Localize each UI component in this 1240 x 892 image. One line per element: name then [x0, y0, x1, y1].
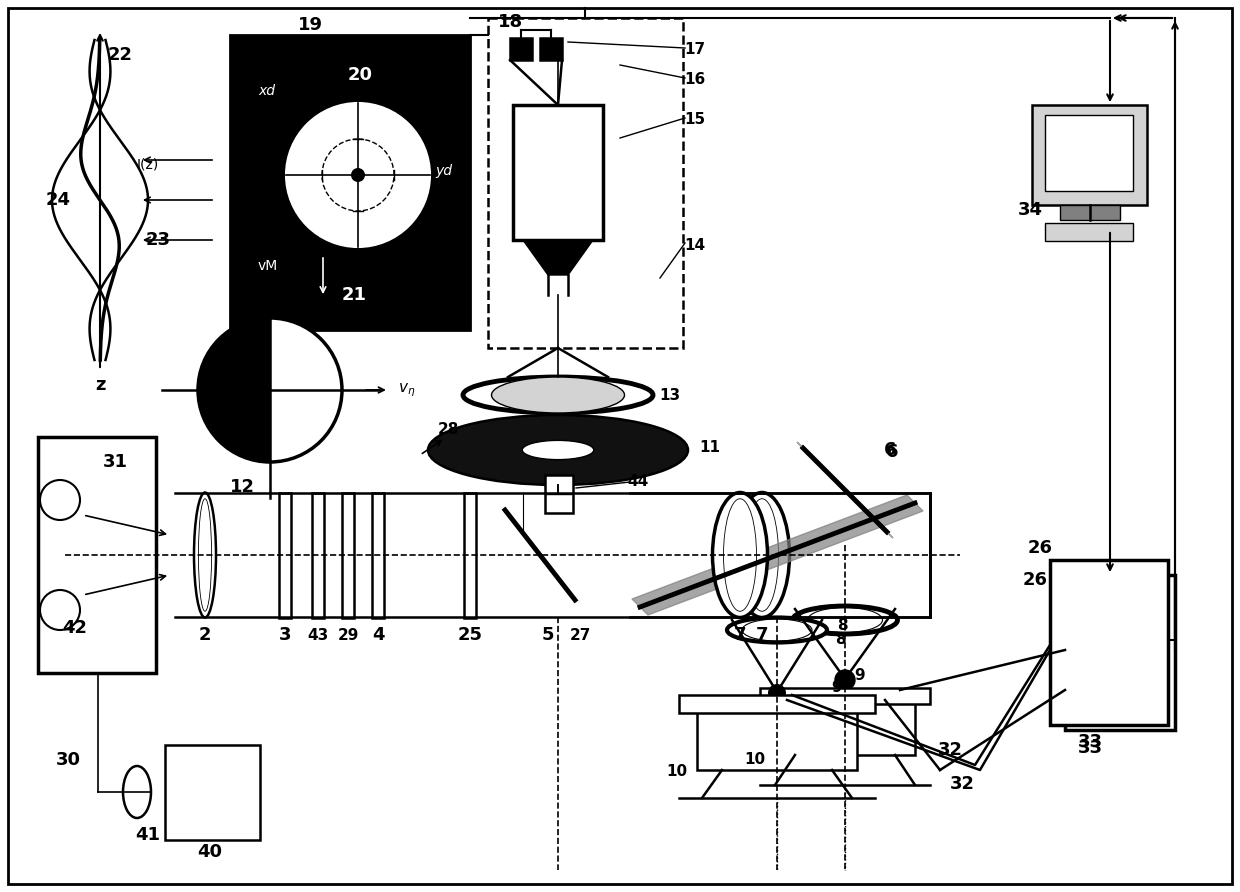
- Text: $v_\xi$: $v_\xi$: [275, 253, 291, 270]
- Bar: [342, 493, 353, 618]
- Bar: [312, 493, 324, 618]
- Text: 6: 6: [884, 441, 897, 459]
- Text: 10: 10: [744, 753, 765, 767]
- Bar: [680, 695, 875, 713]
- Bar: [760, 688, 930, 704]
- Ellipse shape: [123, 766, 151, 818]
- Circle shape: [351, 168, 365, 182]
- Text: 43: 43: [308, 627, 329, 642]
- Text: 25: 25: [458, 626, 482, 644]
- Text: 18: 18: [497, 13, 522, 31]
- Text: 34: 34: [1018, 201, 1043, 219]
- Text: 26: 26: [1023, 571, 1048, 589]
- Bar: [1060, 205, 1120, 220]
- Bar: [1050, 560, 1168, 725]
- Text: 6: 6: [885, 443, 898, 461]
- Text: 33: 33: [1078, 739, 1102, 757]
- Text: 10: 10: [666, 764, 687, 780]
- Text: 11: 11: [699, 440, 720, 455]
- Bar: [513, 105, 603, 240]
- Text: 17: 17: [684, 43, 706, 57]
- Polygon shape: [523, 240, 593, 275]
- Text: 19: 19: [298, 16, 322, 34]
- Ellipse shape: [193, 492, 216, 617]
- Bar: [1045, 223, 1133, 241]
- Text: 30: 30: [56, 751, 81, 769]
- Text: 16: 16: [684, 72, 706, 87]
- Polygon shape: [797, 442, 893, 538]
- Text: 5: 5: [542, 626, 554, 644]
- Ellipse shape: [792, 606, 898, 634]
- Text: $v_\eta$: $v_\eta$: [398, 381, 415, 399]
- Circle shape: [198, 318, 342, 462]
- Polygon shape: [632, 495, 923, 615]
- Bar: [775, 700, 915, 755]
- Ellipse shape: [727, 617, 827, 642]
- Text: 9: 9: [832, 681, 842, 696]
- Wedge shape: [198, 318, 270, 462]
- Text: 27: 27: [569, 627, 590, 642]
- Circle shape: [835, 670, 856, 690]
- Bar: [546, 475, 573, 513]
- Text: 31: 31: [103, 453, 128, 471]
- Text: 15: 15: [684, 112, 706, 128]
- Text: 40: 40: [197, 843, 222, 861]
- Text: yd: yd: [435, 164, 453, 178]
- Text: I(z): I(z): [136, 158, 159, 172]
- Text: 32: 32: [937, 741, 962, 759]
- Text: 23: 23: [145, 231, 171, 249]
- Bar: [697, 710, 857, 770]
- Text: 41: 41: [135, 826, 160, 844]
- Text: 44: 44: [627, 475, 649, 490]
- Ellipse shape: [463, 377, 653, 413]
- Bar: [279, 493, 291, 618]
- Bar: [489, 18, 683, 348]
- Circle shape: [768, 684, 786, 702]
- Text: 12: 12: [229, 478, 254, 496]
- Bar: [1065, 575, 1176, 730]
- Text: 28: 28: [438, 423, 459, 437]
- Text: 14: 14: [684, 237, 706, 252]
- Text: 21: 21: [342, 286, 367, 304]
- Text: 24: 24: [46, 191, 71, 209]
- Ellipse shape: [491, 377, 625, 413]
- Text: 13: 13: [660, 387, 681, 402]
- Text: 4: 4: [372, 626, 384, 644]
- Text: 8: 8: [837, 617, 847, 632]
- Bar: [510, 38, 532, 60]
- Text: 26: 26: [1028, 539, 1053, 557]
- Text: 32: 32: [950, 775, 975, 793]
- Text: 20: 20: [348, 66, 373, 84]
- Text: 22: 22: [108, 46, 133, 64]
- Text: xd: xd: [258, 84, 275, 98]
- Text: vM: vM: [258, 259, 278, 273]
- Ellipse shape: [713, 492, 768, 617]
- Text: 33: 33: [1078, 733, 1102, 751]
- Text: 7: 7: [755, 626, 769, 644]
- Text: 42: 42: [62, 619, 88, 637]
- Text: 8: 8: [835, 632, 846, 648]
- Text: 9: 9: [854, 667, 866, 682]
- Ellipse shape: [428, 415, 688, 485]
- Text: 2: 2: [198, 626, 211, 644]
- Text: 3: 3: [279, 626, 291, 644]
- Bar: [372, 493, 384, 618]
- Circle shape: [286, 103, 430, 247]
- Bar: [1032, 105, 1147, 205]
- Bar: [539, 38, 562, 60]
- Ellipse shape: [522, 441, 594, 459]
- Bar: [464, 493, 476, 618]
- Text: 29: 29: [337, 627, 358, 642]
- Bar: [38, 437, 156, 673]
- Ellipse shape: [734, 492, 790, 617]
- Text: 7: 7: [734, 626, 746, 644]
- Bar: [1045, 115, 1133, 191]
- Bar: [165, 745, 260, 840]
- Text: z: z: [94, 376, 105, 394]
- Bar: [229, 35, 470, 330]
